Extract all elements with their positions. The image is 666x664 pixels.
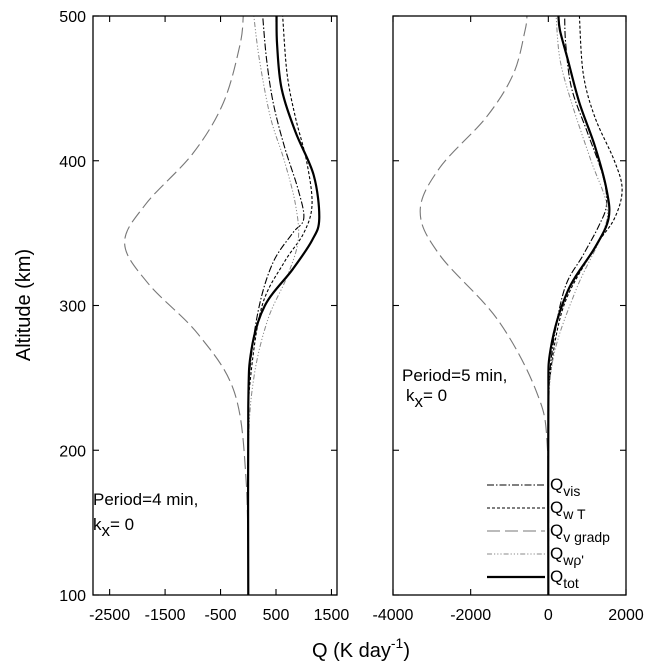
panel-2-annotation-k: kx= 0	[406, 386, 447, 411]
x-tick-label: -2000	[450, 607, 491, 624]
legend-label-wT: Qw T	[550, 498, 586, 522]
series-line-wT	[247, 16, 313, 595]
x-tick-label: 1500	[314, 607, 350, 624]
series-line-vis	[247, 16, 305, 595]
legend-label-wrho: Qwρ'	[550, 544, 584, 568]
series-line-tot	[547, 16, 611, 595]
y-axis-label: Altitude (km)	[13, 249, 35, 361]
panel-1-ticks: -2500 -1500 -500 500 1500 100 200 300 400 500	[59, 9, 349, 624]
panel-2-annotation-period: Period=5 min,	[402, 366, 507, 385]
y-tick-label: 500	[59, 9, 86, 26]
panel-2-ticks: -4000 -2000 0 2000	[373, 15, 644, 624]
panel-1-frame	[92, 15, 338, 596]
x-tick-label: -500	[205, 607, 237, 624]
series-line-tot	[246, 16, 321, 595]
x-tick-label: 0	[544, 607, 553, 624]
y-tick-label: 400	[59, 154, 86, 171]
legend-label-vgradp: Qv gradp	[550, 521, 610, 545]
panel-1-annotation-k: kx= 0	[93, 515, 134, 540]
panel-1-series	[124, 16, 321, 595]
legend-label-tot: Qtot	[550, 567, 579, 591]
panel-2-frame	[392, 15, 627, 596]
x-axis-label: Q (K day-1)	[312, 635, 410, 662]
x-tick-label: -2500	[89, 607, 130, 624]
panel-2-series	[419, 16, 623, 595]
legend-label-vis: Qvis	[550, 475, 580, 499]
x-tick-label: -1500	[145, 607, 186, 624]
y-tick-label: 200	[59, 443, 86, 460]
series-line-wrho	[247, 16, 300, 595]
series-line-vgradp	[124, 16, 249, 595]
series-line-wT	[547, 16, 623, 595]
panel-period-5min: -4000 -2000 0 2000 Period=5 min, kx= 0	[373, 15, 644, 624]
x-tick-label: 2000	[608, 607, 644, 624]
x-tick-label: -4000	[373, 607, 414, 624]
panel-period-4min: -2500 -1500 -500 500 1500 100 200 300 400 500 Per…	[59, 9, 349, 624]
panel-1-annotation-period: Period=4 min,	[93, 490, 198, 509]
series-line-vgradp	[419, 16, 550, 595]
y-tick-label: 100	[59, 588, 86, 605]
y-tick-label: 300	[59, 299, 86, 316]
x-tick-label: 500	[263, 607, 290, 624]
